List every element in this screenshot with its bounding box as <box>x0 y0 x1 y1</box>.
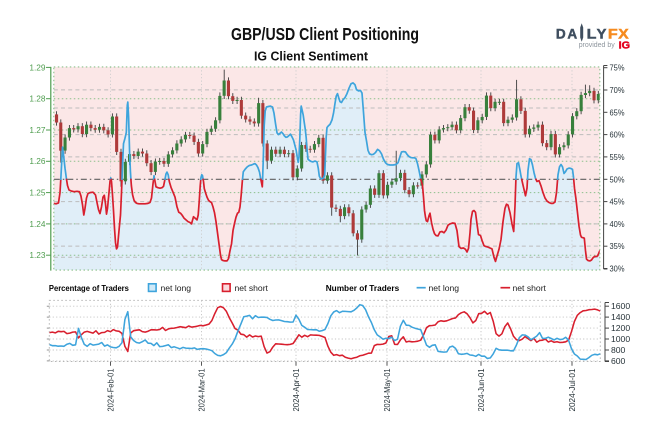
svg-text:60%: 60% <box>610 130 625 140</box>
svg-text:net long: net long <box>161 283 192 293</box>
svg-text:800: 800 <box>611 345 626 355</box>
svg-text:2024-Apr-01: 2024-Apr-01 <box>292 368 301 411</box>
svg-text:600: 600 <box>611 356 626 366</box>
svg-text:1400: 1400 <box>611 312 630 322</box>
svg-text:55%: 55% <box>610 152 625 162</box>
svg-text:1.25: 1.25 <box>29 188 46 198</box>
svg-text:1.23: 1.23 <box>29 250 46 260</box>
svg-text:30%: 30% <box>610 264 625 274</box>
svg-text:35%: 35% <box>610 241 625 251</box>
svg-text:1200: 1200 <box>611 323 630 333</box>
svg-text:IG Client Sentiment: IG Client Sentiment <box>254 50 369 64</box>
svg-text:2024-Mar-01: 2024-Mar-01 <box>198 368 207 411</box>
svg-text:75%: 75% <box>610 63 625 73</box>
svg-text:net short: net short <box>235 283 269 293</box>
svg-text:GBP/USD Client Positioning: GBP/USD Client Positioning <box>231 24 419 44</box>
svg-text:1.24: 1.24 <box>29 219 46 229</box>
svg-text:IG: IG <box>619 40 631 51</box>
svg-text:2024-May-01: 2024-May-01 <box>383 368 392 411</box>
svg-text:F: F <box>608 27 618 42</box>
svg-text:Number of Traders: Number of Traders <box>326 283 400 293</box>
svg-text:1.27: 1.27 <box>29 125 46 135</box>
svg-text:D: D <box>556 27 566 42</box>
svg-text:net short: net short <box>513 283 547 293</box>
svg-text:65%: 65% <box>610 107 625 117</box>
svg-text:X: X <box>618 27 628 42</box>
svg-text:45%: 45% <box>610 197 625 207</box>
svg-text:1000: 1000 <box>611 334 630 344</box>
svg-text:Percentage of Traders: Percentage of Traders <box>49 283 129 293</box>
svg-text:L: L <box>587 27 597 42</box>
svg-text:Y: Y <box>597 27 607 42</box>
svg-text:1.29: 1.29 <box>29 62 46 72</box>
svg-text:2024-Feb-01: 2024-Feb-01 <box>107 368 116 411</box>
svg-text:provided by: provided by <box>579 42 615 49</box>
svg-text:net long: net long <box>429 283 460 293</box>
svg-text:1600: 1600 <box>611 301 630 311</box>
svg-text:1.26: 1.26 <box>29 156 46 166</box>
svg-text:2024-Jul-01: 2024-Jul-01 <box>568 368 577 411</box>
svg-text:40%: 40% <box>610 219 625 229</box>
svg-text:2024-Jun-01: 2024-Jun-01 <box>477 368 486 411</box>
svg-text:A: A <box>567 27 577 42</box>
svg-text:50%: 50% <box>610 174 625 184</box>
svg-text:1.28: 1.28 <box>29 94 46 104</box>
svg-text:70%: 70% <box>610 85 625 95</box>
